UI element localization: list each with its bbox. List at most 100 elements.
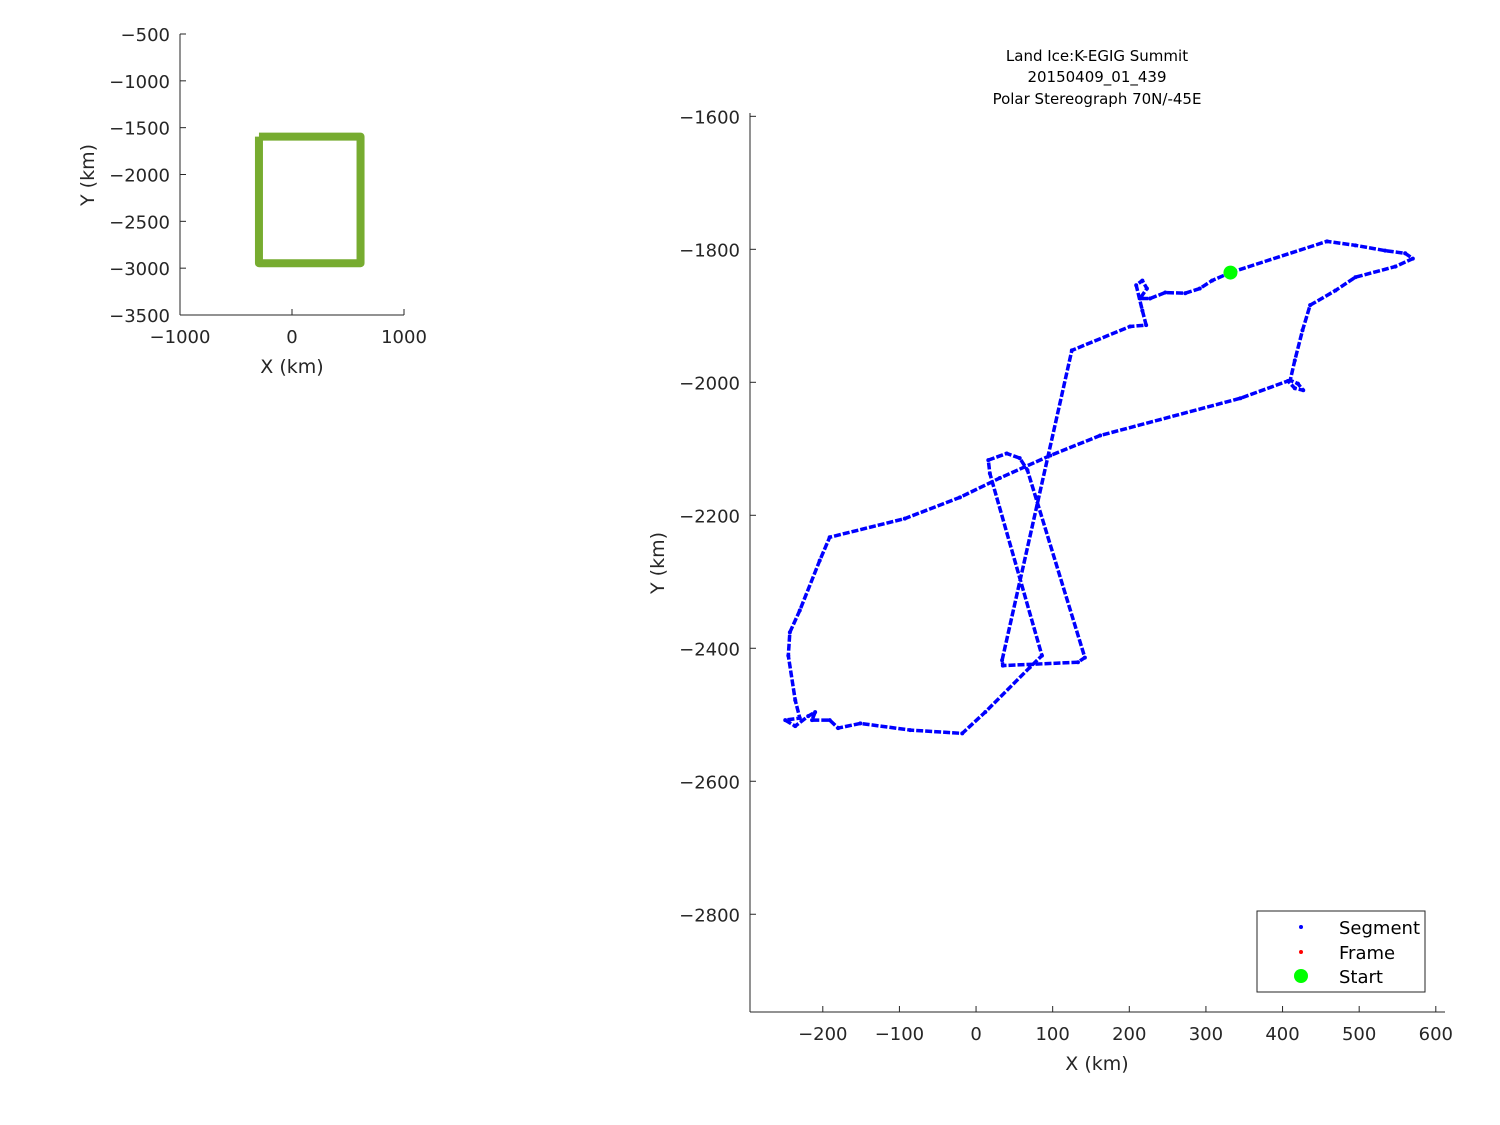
legend-segment-label: Segment <box>1339 918 1420 939</box>
main-x-label: X (km) <box>1065 1053 1128 1075</box>
y-tick-label: −2000 <box>679 373 740 394</box>
y-tick-label: −1000 <box>109 72 170 93</box>
segment-point <box>1301 388 1306 393</box>
x-tick-label: 600 <box>1419 1024 1453 1045</box>
y-tick-label: −2400 <box>679 639 740 660</box>
x-tick-label: 100 <box>1035 1024 1069 1045</box>
y-tick-label: −2800 <box>679 905 740 926</box>
segment-point <box>1144 286 1149 291</box>
main-y-label: Y (km) <box>647 532 669 595</box>
segment-point <box>1000 658 1005 663</box>
x-tick-label: 300 <box>1189 1024 1223 1045</box>
segment-point <box>1353 275 1358 280</box>
segment-point <box>957 495 962 500</box>
segment-point <box>1082 655 1087 660</box>
x-tick-label: 200 <box>1112 1024 1146 1045</box>
title-line-3: Polar Stereograph 70N/-45E <box>993 90 1202 108</box>
segment-point <box>1410 256 1415 261</box>
segment-point <box>908 728 913 733</box>
y-tick-label: −1800 <box>679 240 740 261</box>
segment-point <box>787 630 792 635</box>
x-tick-label: −1000 <box>150 327 211 348</box>
segment-point <box>997 476 1002 481</box>
start-marker <box>1223 265 1238 280</box>
legend-box <box>1256 910 1426 993</box>
segment-point <box>1039 653 1044 658</box>
main-axes: −200 −100 0 100 200 300 400 500 600 −1600 −1800 −20… <box>679 107 1453 1045</box>
segment-point <box>858 721 863 726</box>
x-tick-label: 1000 <box>381 327 427 348</box>
segment-point <box>1163 290 1168 295</box>
x-tick-label: 400 <box>1265 1024 1299 1045</box>
segment-point <box>810 718 815 723</box>
segment-point <box>797 608 802 613</box>
segment-point <box>1027 665 1032 670</box>
segment-point <box>1292 358 1297 363</box>
segment-point <box>1000 663 1005 668</box>
segment-point <box>786 653 791 658</box>
segment-point <box>793 698 798 703</box>
segment-point <box>783 718 788 723</box>
overview-y-label: Y (km) <box>77 144 99 207</box>
segment-point <box>793 724 798 729</box>
segment-point <box>1069 348 1074 353</box>
y-tick-label: −500 <box>121 25 170 46</box>
x-tick-label: 0 <box>970 1024 981 1045</box>
segment-point <box>1393 264 1398 269</box>
segment-point <box>986 458 991 463</box>
segment-point <box>960 731 965 736</box>
segment-point <box>1140 278 1145 283</box>
segment-point <box>1004 451 1009 456</box>
overview-axes: −1000 0 1000 −500 −1000 −1500 −2000 −2500 −3000 −… <box>109 25 427 348</box>
y-tick-label: −2200 <box>679 506 740 527</box>
segment-point <box>806 714 811 719</box>
segment-point <box>983 710 988 715</box>
legend-frame-label: Frame <box>1339 943 1395 964</box>
segment-point <box>1324 239 1329 244</box>
overview-x-label: X (km) <box>260 356 323 378</box>
segment-point <box>1292 386 1297 391</box>
y-tick-label: −1600 <box>679 107 740 128</box>
segment-point <box>1295 381 1300 386</box>
segment-point <box>1075 660 1080 665</box>
y-tick-label: −3500 <box>109 306 170 327</box>
segment-point <box>1183 291 1188 296</box>
segment-point <box>1128 324 1133 329</box>
segment-point <box>1238 396 1243 401</box>
segment-track <box>783 239 1415 736</box>
segment-point <box>1140 308 1145 313</box>
segment-point <box>1197 286 1202 291</box>
x-tick-label: 0 <box>286 327 297 348</box>
coverage-rectangle <box>254 132 365 268</box>
segment-point <box>1403 251 1408 256</box>
y-tick-label: −2000 <box>109 166 170 187</box>
y-tick-label: −2500 <box>109 212 170 233</box>
legend-segment-marker <box>1299 925 1303 929</box>
legend-start-marker <box>1294 969 1308 983</box>
x-tick-label: −100 <box>875 1024 924 1045</box>
legend: Segment Frame Start <box>1256 910 1426 993</box>
title-line-2: 20150409_01_439 <box>1027 68 1166 87</box>
segment-point <box>827 718 832 723</box>
y-tick-label: −3000 <box>109 259 170 280</box>
title-line-1: Land Ice:K-EGIG Summit <box>1006 47 1188 65</box>
segment-point <box>1353 243 1358 248</box>
segment-point <box>827 535 832 540</box>
segment-point <box>1017 456 1022 461</box>
segment-point <box>1383 248 1388 253</box>
y-tick-label: −2600 <box>679 772 740 793</box>
x-tick-label: −200 <box>798 1024 847 1045</box>
segment-point <box>1300 328 1305 333</box>
x-tick-label: 500 <box>1342 1024 1376 1045</box>
segment-point <box>1308 303 1313 308</box>
segment-point <box>836 726 841 731</box>
segment-point <box>1333 288 1338 293</box>
y-tick-label: −1500 <box>109 119 170 140</box>
legend-start-label: Start <box>1339 967 1383 988</box>
segment-point <box>1144 323 1149 328</box>
segment-point <box>1285 378 1290 383</box>
segment-point <box>1025 468 1030 473</box>
segment-point <box>1048 453 1053 458</box>
segment-point <box>1147 296 1152 301</box>
